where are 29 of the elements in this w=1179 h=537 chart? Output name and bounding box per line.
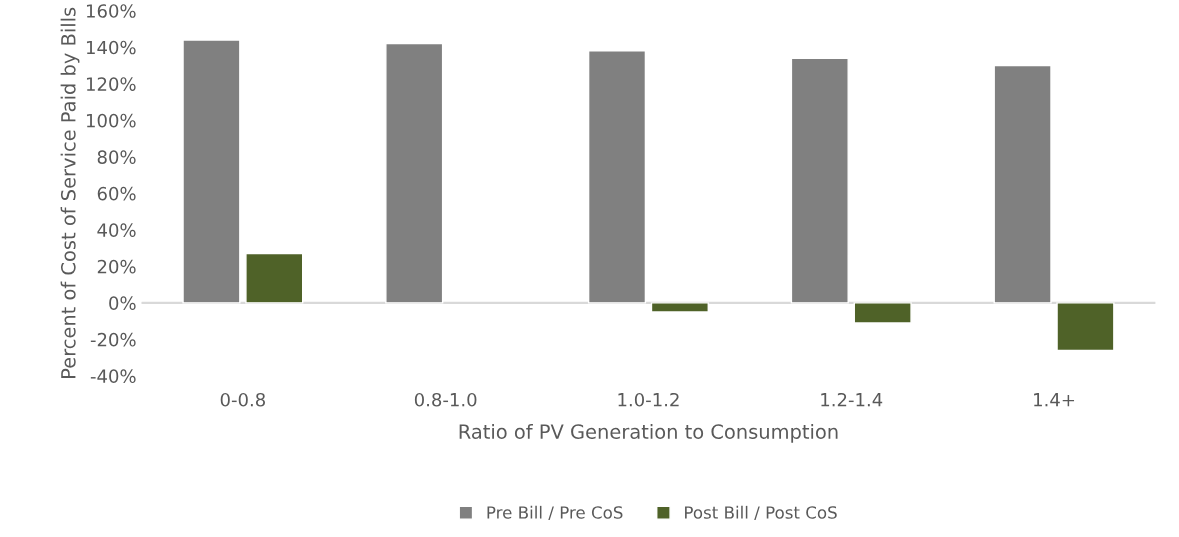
y-tick-label: -40%	[90, 369, 136, 384]
x-tick-label: 0-0.8	[220, 392, 265, 407]
y-tick-label: 60%	[97, 186, 136, 201]
x-tick-label: 1.2-1.4	[821, 392, 883, 407]
x-tick-label: 1.4+	[1034, 393, 1075, 407]
bar	[993, 64, 1052, 304]
y-tick-label: 140%	[86, 40, 136, 55]
bar	[385, 42, 444, 304]
y-tick-label: 100%	[86, 113, 136, 128]
bar	[790, 57, 849, 304]
y-tick-label: 40%	[97, 223, 136, 237]
bar	[182, 39, 241, 304]
x-tick-label: 1.0-1.2	[618, 392, 679, 407]
y-axis-title: Percent of Cost of Service Paid by Bills	[60, 7, 80, 378]
bar	[650, 302, 709, 313]
x-axis-title: Ratio of PV Generation to Consumption	[459, 423, 838, 443]
y-tick-label: -20%	[90, 332, 136, 347]
x-tick-label: 0.8-1.0	[414, 392, 477, 407]
y-tick-label: 80%	[97, 150, 136, 164]
y-tick-label: 20%	[97, 259, 136, 274]
legend-label: Pre Bill / Pre CoS	[487, 505, 623, 521]
legend-label: Post Bill / Post CoS	[685, 505, 837, 521]
bar	[853, 302, 912, 324]
bar	[587, 50, 647, 304]
bar	[1056, 302, 1115, 352]
bar	[245, 252, 304, 304]
y-tick-label: 160%	[86, 4, 136, 18]
y-tick-label: 0%	[109, 296, 136, 310]
y-tick-label: 120%	[86, 77, 136, 91]
